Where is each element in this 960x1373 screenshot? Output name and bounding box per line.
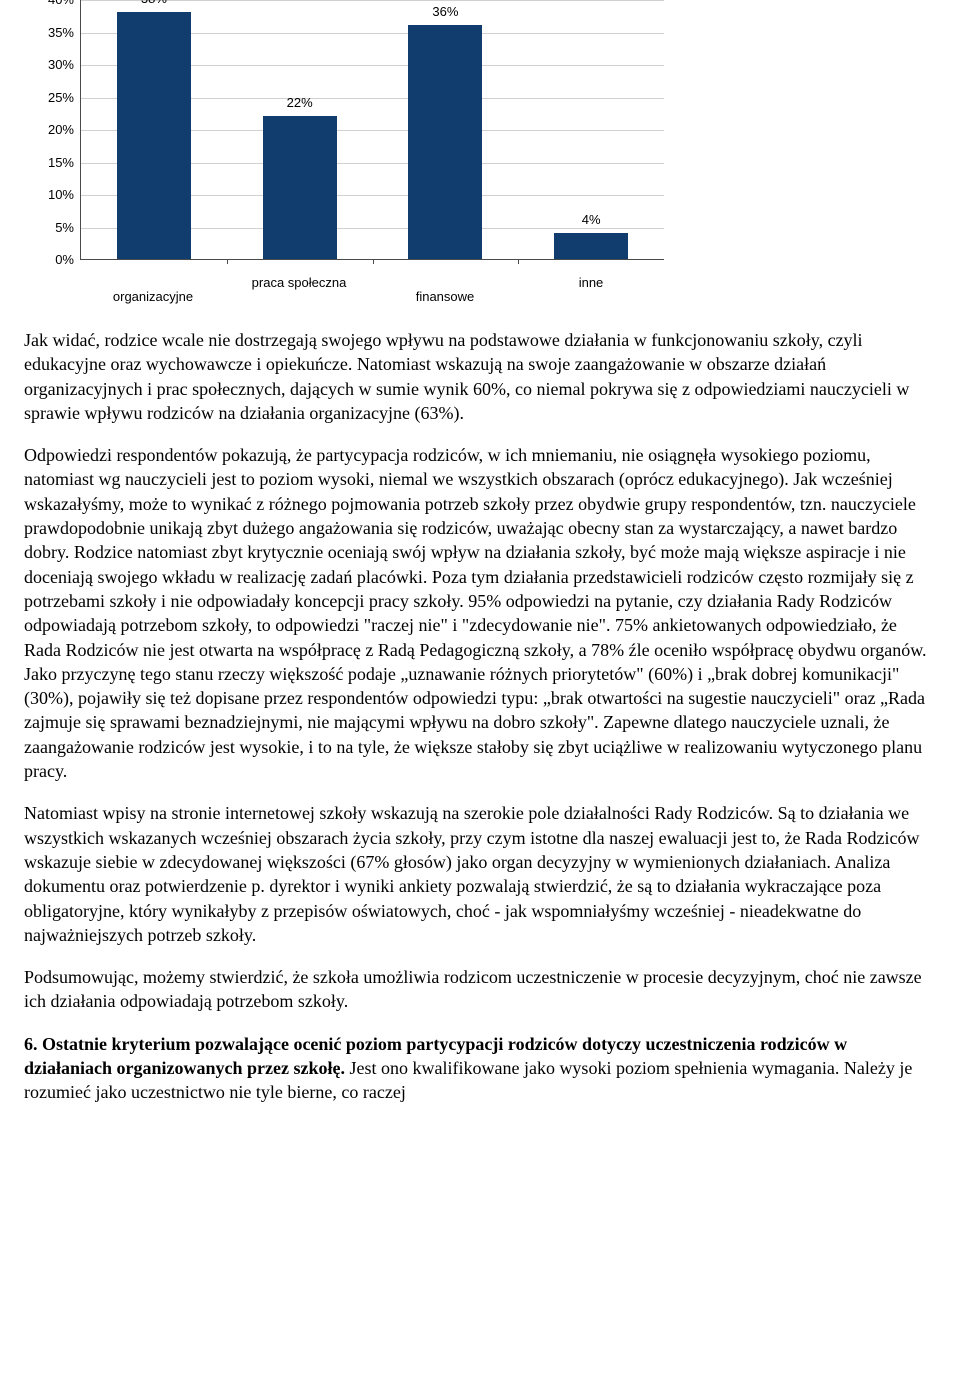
paragraph-1: Jak widać, rodzice wcale nie dostrzegają… (24, 328, 936, 425)
y-tick-label: 25% (48, 89, 74, 107)
y-tick-label: 10% (48, 186, 74, 204)
paragraph-5: 6. Ostatnie kryterium pozwalające ocenić… (24, 1032, 936, 1105)
bar (117, 12, 191, 259)
x-axis-label: organizacyjne (113, 288, 193, 306)
bar-group: 4% (518, 0, 664, 259)
bar-value-label: 4% (582, 211, 601, 229)
x-axis-label: finansowe (416, 288, 475, 306)
bar-value-label: 36% (432, 3, 458, 21)
bar-chart: 0% 5% 10% 15% 20% 25% 30% 35% 40% 38% 22% 36% 4% or… (24, 0, 664, 310)
paragraph-2: Odpowiedzi respondentów pokazują, że par… (24, 443, 936, 783)
category-tick (227, 259, 228, 264)
category-tick (518, 259, 519, 264)
y-tick-label: 5% (55, 219, 74, 237)
y-tick-label: 20% (48, 121, 74, 139)
x-axis-label: inne (579, 274, 604, 292)
bar-group: 36% (373, 0, 519, 259)
bar-value-label: 22% (287, 94, 313, 112)
y-tick-label: 30% (48, 56, 74, 74)
bar-group: 38% (81, 0, 227, 259)
x-axis-label: praca społeczna (252, 274, 347, 292)
bar-value-label: 38% (141, 0, 167, 8)
category-tick (373, 259, 374, 264)
plot-area: 38% 22% 36% 4% (80, 0, 664, 260)
x-axis-labels: organizacyjnepraca społecznafinansoweinn… (80, 274, 664, 294)
y-tick-label: 40% (48, 0, 74, 9)
y-tick-label: 0% (55, 251, 74, 269)
bar-group: 22% (227, 0, 373, 259)
y-tick-label: 15% (48, 154, 74, 172)
bar (408, 25, 482, 259)
bar (554, 233, 628, 259)
bar (263, 116, 337, 259)
paragraph-3: Natomiast wpisy na stronie internetowej … (24, 801, 936, 947)
paragraph-4: Podsumowując, możemy stwierdzić, że szko… (24, 965, 936, 1014)
y-axis: 0%5%10%15%20%25%30%35%40% (24, 0, 80, 260)
y-tick-label: 35% (48, 24, 74, 42)
